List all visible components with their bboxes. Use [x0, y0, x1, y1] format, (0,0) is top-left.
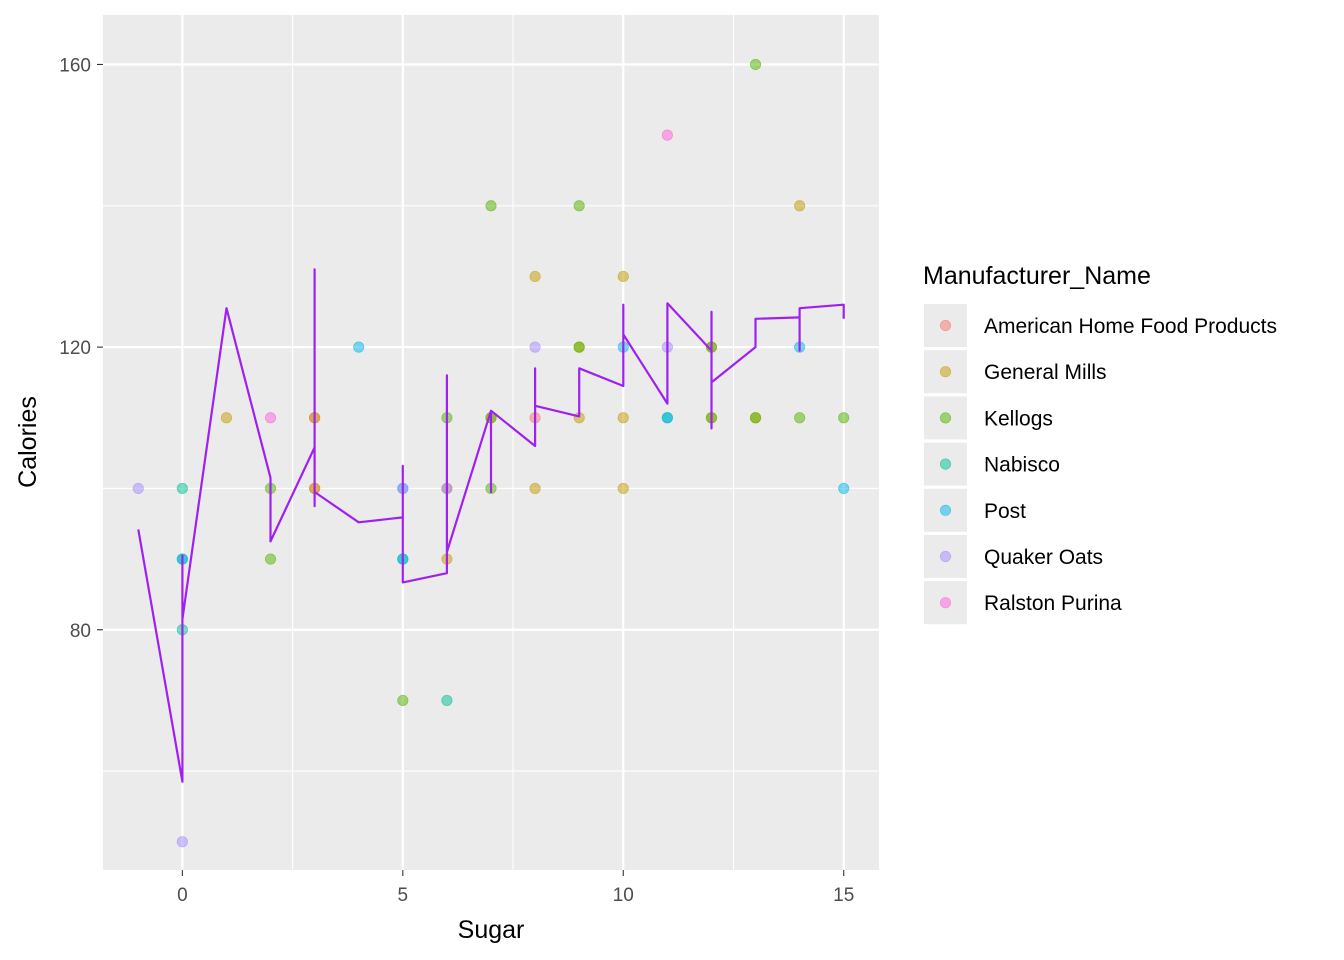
legend-label-american-home-food-products: American Home Food Products: [984, 315, 1277, 338]
point-quaker-oats: [529, 341, 541, 353]
point-general-mills: [529, 270, 541, 283]
point-general-mills: [529, 482, 541, 495]
point-kellogs: [838, 412, 850, 424]
point-kellogs: [264, 553, 277, 565]
x-tick-label: 15: [833, 885, 854, 906]
point-general-mills: [617, 270, 629, 283]
legend-label-nabisco: Nabisco: [984, 454, 1060, 477]
legend-swatch-quaker-oats: [939, 550, 952, 563]
trend-line: [137, 268, 845, 783]
point-quaker-oats: [176, 836, 188, 848]
point-kellogs: [397, 694, 409, 707]
legend-swatch-ralston-purina: [939, 597, 952, 609]
point-kellogs: [573, 341, 585, 353]
x-tick-label: 5: [398, 885, 409, 906]
point-nabisco: [176, 482, 188, 495]
y-axis-title: Calories: [14, 396, 42, 488]
x-axis-ticks: 0 5 10 15: [177, 870, 854, 906]
point-nabisco: [441, 694, 453, 707]
point-ralston-purina: [264, 412, 277, 424]
legend-swatch-kellogs: [939, 412, 952, 424]
point-kellogs: [749, 412, 762, 424]
legend-swatch-american-home-food-products: [939, 319, 952, 332]
point-kellogs: [573, 200, 585, 212]
legend-swatch-nabisco: [939, 458, 952, 470]
point-ralston-purina: [661, 129, 673, 141]
legend-label-post: Post: [984, 500, 1026, 523]
point-post: [838, 482, 850, 495]
legend-label-general-mills: General Mills: [984, 361, 1107, 384]
legend-label-kellogs: Kellogs: [984, 407, 1053, 430]
point-general-mills: [220, 412, 233, 424]
y-axis-ticks: 80 120 160: [59, 55, 103, 642]
y-tick-label: 80: [70, 621, 91, 642]
point-post: [661, 412, 673, 424]
y-tick-label: 120: [59, 338, 91, 359]
legend-swatch-general-mills: [939, 366, 952, 378]
legend: Manufacturer_Name American Home Food Pro…: [923, 262, 1277, 625]
legend-swatch-post: [939, 504, 952, 516]
y-tick-label: 160: [59, 55, 91, 76]
point-kellogs: [485, 200, 497, 212]
point-post: [353, 341, 365, 353]
x-tick-label: 10: [613, 885, 634, 906]
point-quaker-oats: [132, 482, 144, 495]
point-general-mills: [617, 412, 629, 424]
point-kellogs: [794, 412, 806, 424]
point-general-mills: [794, 200, 806, 212]
legend-title: Manufacturer_Name: [923, 262, 1151, 290]
point-general-mills: [617, 482, 629, 495]
legend-label-quaker-oats: Quaker Oats: [984, 546, 1103, 569]
trend-layer: [137, 268, 845, 783]
point-kellogs: [749, 58, 762, 71]
legend-label-ralston-purina: Ralston Purina: [984, 592, 1122, 615]
legend-items: American Home Food Products General Mills…: [924, 304, 1277, 625]
x-tick-label: 0: [177, 885, 188, 906]
x-axis-title: Sugar: [458, 916, 525, 944]
